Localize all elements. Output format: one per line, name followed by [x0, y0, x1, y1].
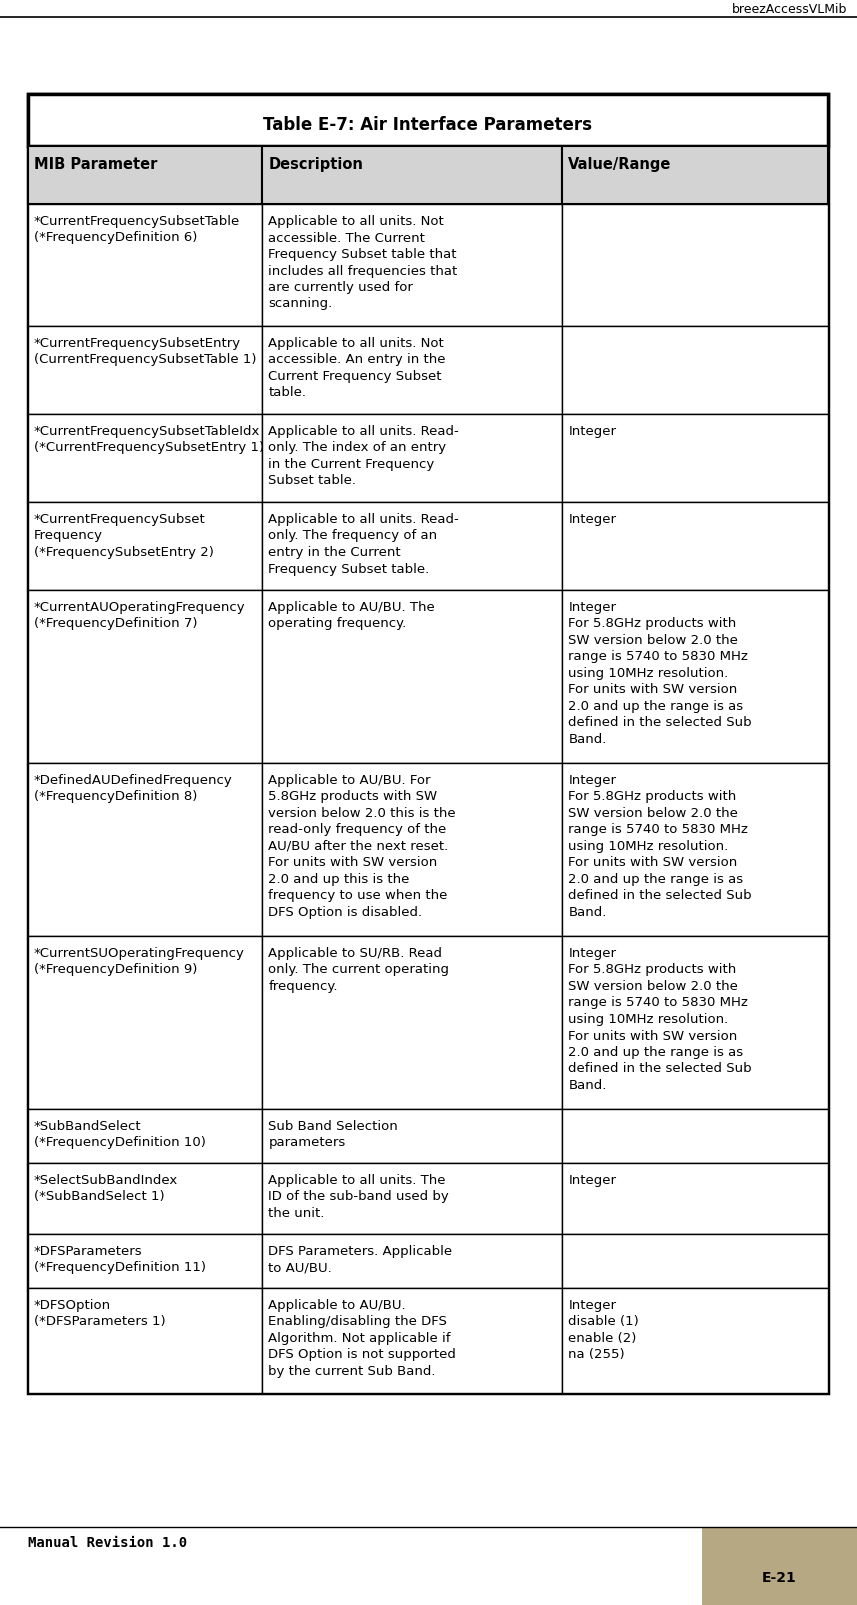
Text: Integer: Integer — [568, 425, 616, 438]
Text: *CurrentFrequencySubsetEntry
(CurrentFrequencySubsetTable 1): *CurrentFrequencySubsetEntry (CurrentFre… — [34, 337, 256, 366]
Bar — [262, 1109, 562, 1164]
Text: Table E-7: Air Interface Parameters: Table E-7: Air Interface Parameters — [263, 116, 592, 135]
Text: *DefinedAUDefinedFrequency
(*FrequencyDefinition 8): *DefinedAUDefinedFrequency (*FrequencyDe… — [34, 774, 233, 802]
Bar — [262, 936, 562, 1109]
Bar — [562, 205, 828, 327]
Text: *CurrentSUOperatingFrequency
(*FrequencyDefinition 9): *CurrentSUOperatingFrequency (*Frequency… — [34, 947, 245, 976]
Bar — [262, 591, 562, 764]
Bar — [562, 327, 828, 414]
Text: Applicable to all units. The
ID of the sub-band used by
the unit.: Applicable to all units. The ID of the s… — [268, 1173, 449, 1220]
Bar — [262, 414, 562, 502]
Bar — [262, 148, 562, 205]
Text: Integer
For 5.8GHz products with
SW version below 2.0 the
range is 5740 to 5830 : Integer For 5.8GHz products with SW vers… — [568, 774, 752, 918]
Bar — [702, 1526, 857, 1605]
Text: Manual Revision 1.0: Manual Revision 1.0 — [28, 1534, 187, 1549]
Bar — [562, 764, 828, 936]
Bar — [28, 1109, 262, 1164]
Text: *SelectSubBandIndex
(*SubBandSelect 1): *SelectSubBandIndex (*SubBandSelect 1) — [34, 1173, 178, 1202]
Bar — [702, 1526, 857, 1605]
Text: *CurrentAUOperatingFrequency
(*FrequencyDefinition 7): *CurrentAUOperatingFrequency (*Frequency… — [34, 600, 246, 631]
Text: Integer: Integer — [568, 512, 616, 526]
Text: DFS Parameters. Applicable
to AU/BU.: DFS Parameters. Applicable to AU/BU. — [268, 1244, 452, 1274]
Bar — [562, 1109, 828, 1164]
Text: Applicable to AU/BU.
Enabling/disabling the DFS
Algorithm. Not applicable if
DFS: Applicable to AU/BU. Enabling/disabling … — [268, 1298, 456, 1377]
Bar — [28, 1164, 262, 1234]
Bar — [562, 1289, 828, 1393]
Text: Sub Band Selection
parameters: Sub Band Selection parameters — [268, 1119, 399, 1149]
Bar — [28, 764, 262, 936]
Bar — [28, 591, 262, 764]
Bar — [28, 95, 828, 1393]
Bar — [28, 205, 262, 327]
Text: Integer
For 5.8GHz products with
SW version below 2.0 the
range is 5740 to 5830 : Integer For 5.8GHz products with SW vers… — [568, 600, 752, 746]
Text: *SubBandSelect
(*FrequencyDefinition 10): *SubBandSelect (*FrequencyDefinition 10) — [34, 1119, 206, 1149]
Text: MIB Parameter: MIB Parameter — [34, 157, 158, 172]
Text: Applicable to all units. Not
accessible. The Current
Frequency Subset table that: Applicable to all units. Not accessible.… — [268, 215, 458, 310]
Text: breezAccessVLMib: breezAccessVLMib — [732, 3, 847, 16]
Text: Applicable to all units. Read-
only. The index of an entry
in the Current Freque: Applicable to all units. Read- only. The… — [268, 425, 459, 488]
Bar — [28, 1234, 262, 1289]
Text: *CurrentFrequencySubsetTable
(*FrequencyDefinition 6): *CurrentFrequencySubsetTable (*Frequency… — [34, 215, 240, 244]
Bar — [262, 327, 562, 414]
Text: *CurrentFrequencySubsetTableIdx
(*CurrentFrequencySubsetEntry 1): *CurrentFrequencySubsetTableIdx (*Curren… — [34, 425, 264, 454]
Bar — [28, 327, 262, 414]
Bar — [562, 936, 828, 1109]
Text: Value/Range: Value/Range — [568, 157, 672, 172]
Bar — [562, 414, 828, 502]
Bar — [562, 1164, 828, 1234]
Bar — [562, 148, 828, 205]
Bar — [28, 502, 262, 591]
Bar — [262, 205, 562, 327]
Text: *CurrentFrequencySubset
Frequency
(*FrequencySubsetEntry 2): *CurrentFrequencySubset Frequency (*Freq… — [34, 512, 214, 559]
Text: Applicable to all units. Read-
only. The frequency of an
entry in the Current
Fr: Applicable to all units. Read- only. The… — [268, 512, 459, 575]
Bar — [262, 1164, 562, 1234]
Bar — [562, 502, 828, 591]
Text: *DFSParameters
(*FrequencyDefinition 11): *DFSParameters (*FrequencyDefinition 11) — [34, 1244, 206, 1274]
Text: Applicable to all units. Not
accessible. An entry in the
Current Frequency Subse: Applicable to all units. Not accessible.… — [268, 337, 446, 400]
Bar — [28, 148, 262, 205]
Text: *DFSOption
(*DFSParameters 1): *DFSOption (*DFSParameters 1) — [34, 1298, 165, 1327]
Bar — [262, 1289, 562, 1393]
Bar — [28, 1289, 262, 1393]
Bar — [262, 502, 562, 591]
Bar — [28, 414, 262, 502]
Bar — [262, 764, 562, 936]
Text: Integer
For 5.8GHz products with
SW version below 2.0 the
range is 5740 to 5830 : Integer For 5.8GHz products with SW vers… — [568, 947, 752, 1091]
Text: E-21: E-21 — [762, 1570, 797, 1584]
Text: Description: Description — [268, 157, 363, 172]
Text: Applicable to SU/RB. Read
only. The current operating
frequency.: Applicable to SU/RB. Read only. The curr… — [268, 947, 449, 992]
Text: Applicable to AU/BU. For
5.8GHz products with SW
version below 2.0 this is the
r: Applicable to AU/BU. For 5.8GHz products… — [268, 774, 456, 918]
Bar — [562, 1234, 828, 1289]
Text: Integer: Integer — [568, 1173, 616, 1186]
Text: Integer
disable (1)
enable (2)
na (255): Integer disable (1) enable (2) na (255) — [568, 1298, 639, 1361]
Bar — [28, 95, 828, 148]
Text: Applicable to AU/BU. The
operating frequency.: Applicable to AU/BU. The operating frequ… — [268, 600, 435, 631]
Bar — [262, 1234, 562, 1289]
Bar — [28, 936, 262, 1109]
Bar — [562, 591, 828, 764]
